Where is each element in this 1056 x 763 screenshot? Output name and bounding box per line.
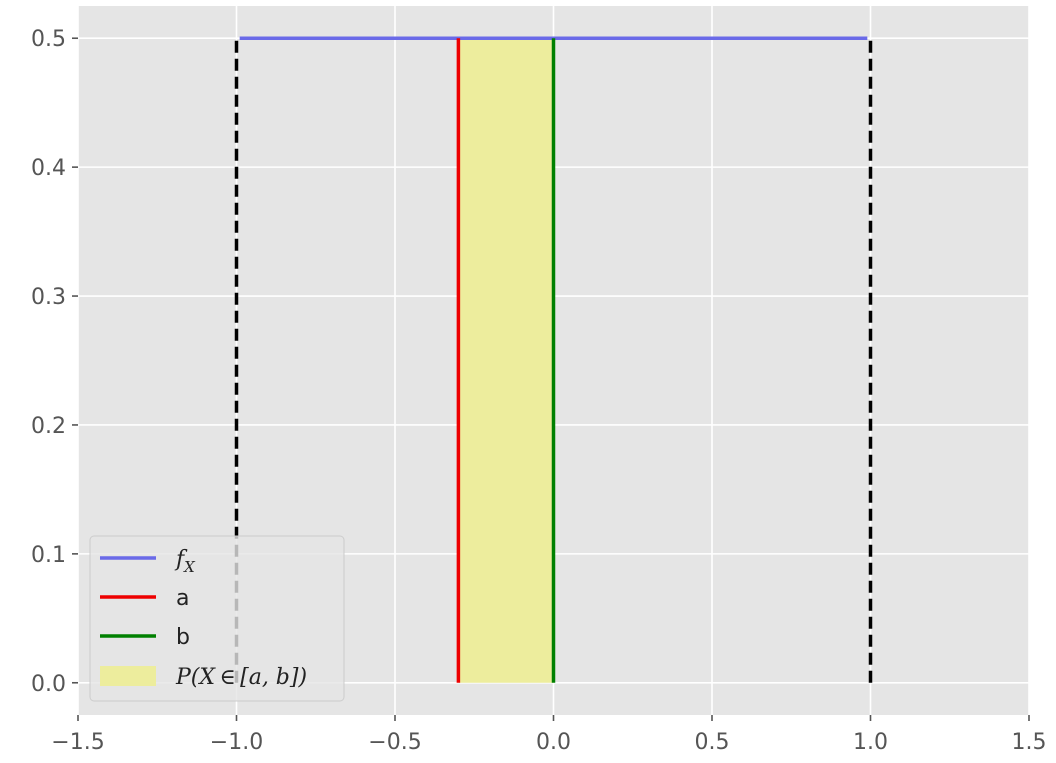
legend-swatch-p [100,666,156,686]
x-tick-label-1-5: −1.5 [51,730,104,755]
x-tick-label-0-5: −0.5 [368,730,421,755]
x-axis: −1.5 −1.0 −0.5 0.0 0.5 1.0 1.5 [51,715,1047,755]
y-axis: 0.0 0.1 0.2 0.3 0.4 0.5 [31,27,78,697]
y-tick-label-0-3: 0.3 [31,285,66,310]
legend-label-p: P(X ∈ [a, b]) [175,665,307,690]
legend-label-b: b [176,625,190,650]
y-tick-label-0: 0.0 [31,672,66,697]
legend-box [89,535,345,702]
legend-label-a: a [176,586,189,611]
y-tick-label-0-4: 0.4 [31,156,66,181]
y-tick-label-0-1: 0.1 [31,543,66,568]
line-layer [234,36,873,683]
x-tick-label-1-5: 1.5 [1012,730,1047,755]
probability-region-fill [458,38,554,683]
y-tick-label-0-2: 0.2 [31,414,66,439]
x-tick-label-0: 0.0 [536,730,571,755]
y-tick-label-0-5: 0.5 [31,27,66,52]
x-tick-label-0-5: 0.5 [695,730,730,755]
fill-layer [458,38,554,683]
legend: fX a b P(X ∈ [a, b]) [89,535,345,702]
x-tick-label-1: 1.0 [853,730,888,755]
x-tick-label-1: −1.0 [210,730,263,755]
